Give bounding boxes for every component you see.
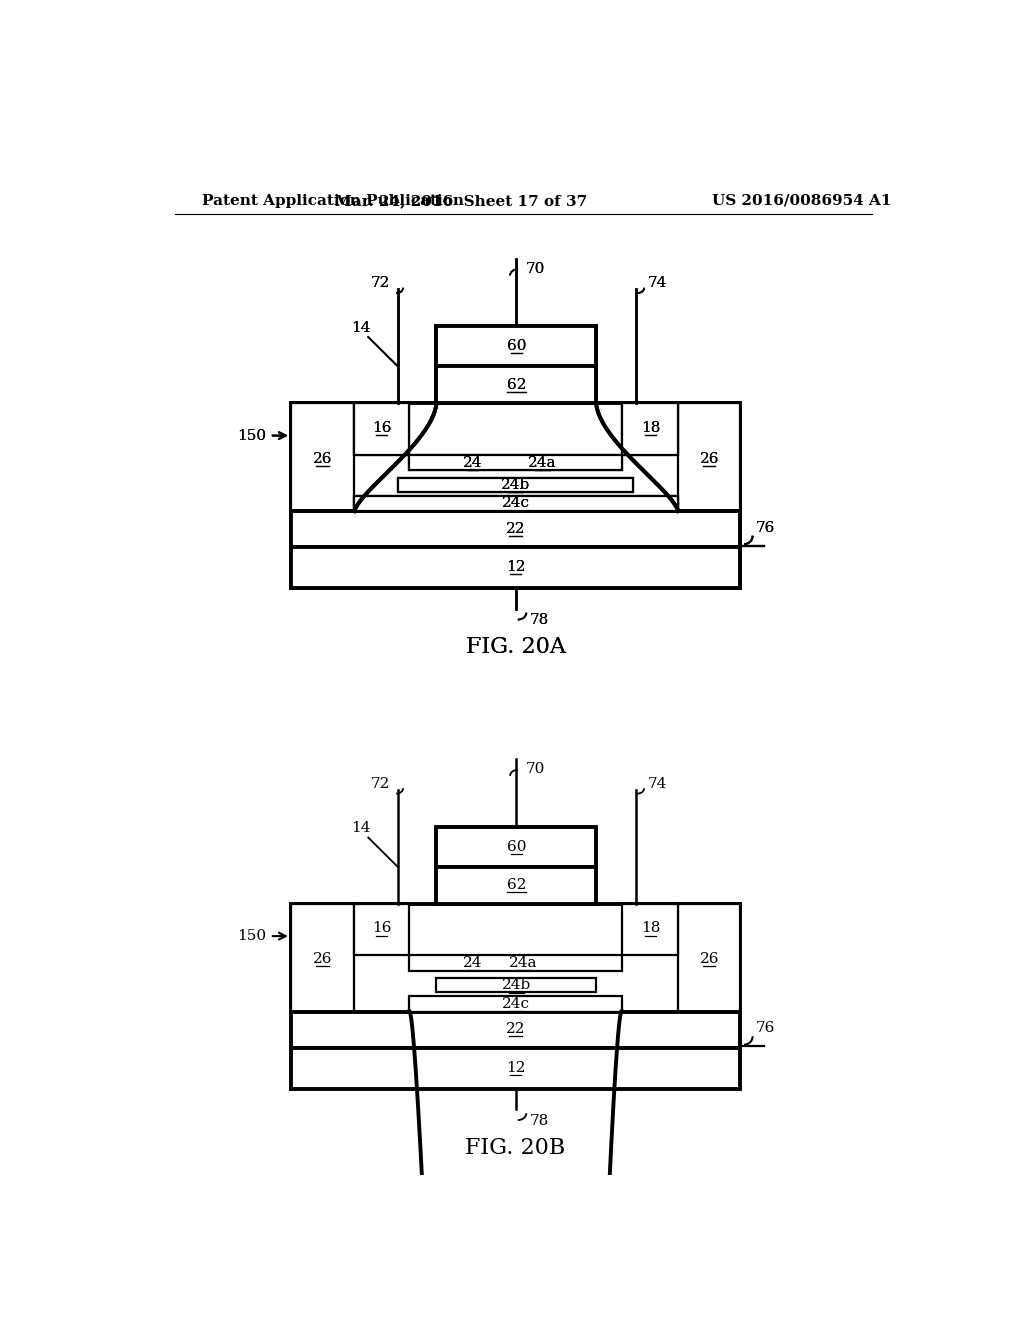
Text: 150: 150 — [237, 429, 266, 442]
Text: 14: 14 — [351, 321, 371, 335]
Text: 22: 22 — [506, 1022, 525, 1036]
Text: 150: 150 — [237, 429, 266, 442]
Bar — [623, 404, 678, 455]
Text: Mar. 24, 2016  Sheet 17 of 37: Mar. 24, 2016 Sheet 17 of 37 — [335, 194, 588, 207]
Bar — [678, 904, 740, 1011]
Text: 16: 16 — [372, 421, 391, 434]
Bar — [354, 404, 409, 455]
Bar — [354, 404, 409, 455]
Text: 62: 62 — [507, 378, 526, 392]
Bar — [291, 548, 740, 589]
Text: 24a: 24a — [528, 455, 557, 470]
Text: 24c: 24c — [502, 496, 529, 511]
Text: 18: 18 — [641, 921, 660, 936]
Text: 24b: 24b — [501, 478, 530, 492]
Text: 18: 18 — [641, 421, 660, 434]
Bar — [623, 404, 678, 455]
Bar — [354, 496, 678, 511]
Bar — [291, 548, 740, 589]
Bar — [678, 404, 740, 511]
Bar — [436, 867, 596, 904]
Text: FIG. 20A: FIG. 20A — [466, 636, 565, 659]
Text: 72: 72 — [371, 276, 390, 290]
Text: 12: 12 — [506, 1061, 525, 1074]
Text: 78: 78 — [530, 614, 550, 627]
Text: 12: 12 — [506, 560, 525, 574]
Text: 72: 72 — [371, 276, 390, 290]
Text: 24a: 24a — [509, 956, 538, 970]
Text: 18: 18 — [641, 421, 660, 434]
Bar — [436, 326, 596, 367]
Text: 16: 16 — [372, 421, 391, 434]
Bar — [436, 367, 596, 404]
Bar — [409, 455, 623, 470]
Bar — [409, 997, 623, 1011]
Text: 74: 74 — [647, 276, 667, 290]
Text: 60: 60 — [507, 339, 526, 354]
Text: 24c: 24c — [502, 496, 529, 511]
Text: 24: 24 — [463, 956, 482, 970]
Text: 24: 24 — [463, 455, 482, 470]
Text: Patent Application Publication: Patent Application Publication — [202, 194, 464, 207]
Bar — [291, 404, 740, 548]
Bar — [354, 904, 409, 956]
Bar — [678, 404, 740, 511]
Text: FIG. 20A: FIG. 20A — [466, 636, 565, 659]
Bar — [291, 404, 354, 511]
Text: US 2016/0086954 A1: US 2016/0086954 A1 — [713, 194, 892, 207]
Text: 24a: 24a — [528, 455, 557, 470]
Text: 70: 70 — [525, 261, 545, 276]
Text: 76: 76 — [756, 521, 775, 535]
Bar — [291, 404, 354, 511]
Text: 16: 16 — [372, 921, 391, 936]
Bar — [397, 478, 633, 492]
Text: 26: 26 — [699, 952, 719, 966]
Bar — [409, 455, 623, 470]
Text: 78: 78 — [530, 614, 550, 627]
Text: 12: 12 — [506, 560, 525, 574]
Bar — [436, 826, 596, 867]
Text: 70: 70 — [525, 762, 545, 776]
Text: 26: 26 — [699, 451, 719, 466]
Text: 24b: 24b — [502, 978, 530, 993]
Text: 14: 14 — [351, 321, 371, 335]
Text: 22: 22 — [506, 521, 525, 536]
Bar — [409, 956, 623, 970]
Text: 26: 26 — [312, 451, 332, 466]
Text: 76: 76 — [756, 521, 775, 535]
Bar — [436, 978, 596, 993]
Text: 24b: 24b — [501, 478, 530, 492]
Text: 62: 62 — [507, 378, 526, 392]
Bar — [397, 478, 633, 492]
Text: 14: 14 — [351, 821, 371, 836]
Text: 24c: 24c — [503, 997, 530, 1011]
Text: 26: 26 — [699, 451, 719, 466]
Text: 60: 60 — [507, 339, 526, 354]
Bar — [291, 404, 740, 548]
Text: 78: 78 — [530, 1114, 550, 1127]
Text: 74: 74 — [647, 776, 667, 791]
Bar — [436, 367, 596, 404]
Text: 62: 62 — [507, 878, 526, 892]
Text: 74: 74 — [647, 276, 667, 290]
Text: 24: 24 — [463, 455, 482, 470]
Text: 26: 26 — [312, 952, 332, 966]
Text: 60: 60 — [507, 840, 526, 854]
Bar — [291, 1048, 740, 1089]
Bar — [354, 496, 678, 511]
Bar — [436, 326, 596, 367]
Text: 76: 76 — [756, 1022, 775, 1035]
Text: 150: 150 — [237, 929, 266, 942]
Text: 26: 26 — [312, 451, 332, 466]
Bar — [291, 904, 354, 1011]
Text: 70: 70 — [525, 261, 545, 276]
Bar — [623, 904, 678, 956]
Text: 22: 22 — [506, 521, 525, 536]
Text: 72: 72 — [371, 776, 390, 791]
Bar — [291, 904, 740, 1048]
Text: FIG. 20B: FIG. 20B — [465, 1137, 565, 1159]
